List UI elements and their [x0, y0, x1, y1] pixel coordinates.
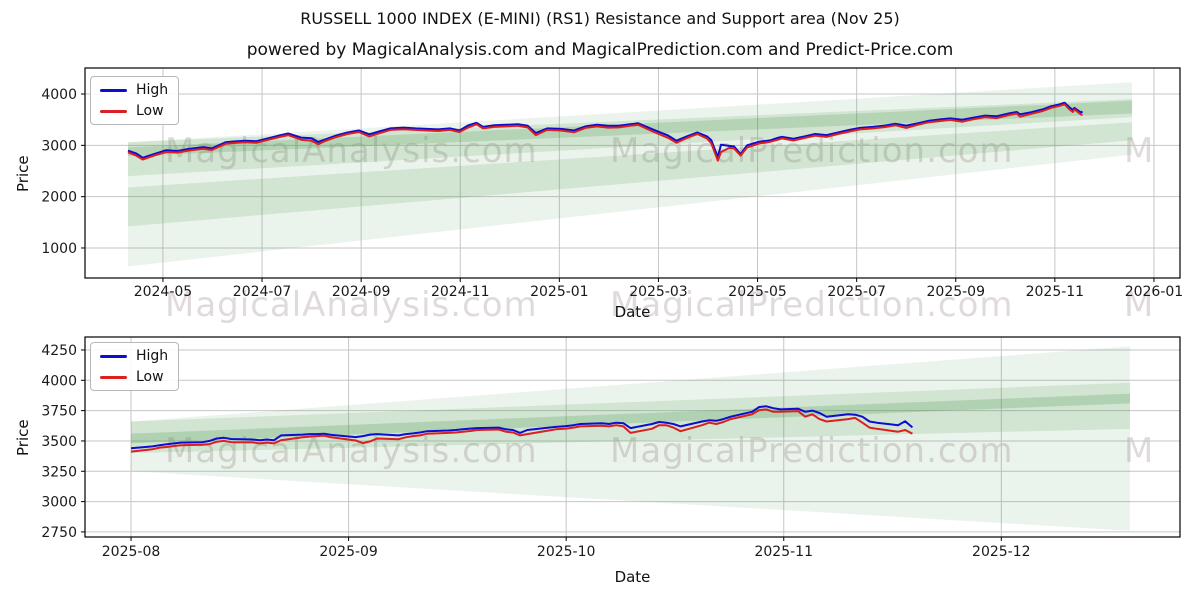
high-line [130, 405, 914, 450]
y-tick-label: 4000 [41, 373, 77, 389]
x-tick-label: 2025-08 [102, 544, 161, 560]
legend-top-chart: High Low [90, 76, 180, 125]
y-tick-label: 3750 [41, 404, 77, 420]
x-tick-label: 2024-07 [233, 284, 292, 300]
legend-entry-high: High [100, 82, 168, 98]
y-tick-label: 2750 [41, 525, 77, 541]
legend-label-low: Low [136, 103, 164, 119]
x-axis-label-top: Date [614, 303, 651, 321]
high-line-swatch [100, 354, 127, 358]
legend-label-low: Low [136, 369, 164, 385]
y-axis-label-top: Price [14, 155, 32, 192]
plot-frame [84, 67, 1181, 279]
legend-entry-low: Low [100, 103, 168, 119]
x-tick-label: 2026-01 [1125, 284, 1184, 300]
plot-frame [84, 336, 1181, 538]
bottom-chart: 2025-08 2025-09 2025-10 2025-11 2025-12 2750 3… [41, 336, 1181, 560]
x-tick-label: 2025-09 [319, 544, 378, 560]
x-tick-label: 2025-11 [1026, 284, 1085, 300]
low-line [130, 408, 913, 453]
support-resistance-band [128, 99, 1133, 177]
y-tick-label: 3500 [41, 434, 77, 450]
legend-entry-high: High [100, 348, 168, 364]
x-tick-label: 2025-12 [972, 544, 1031, 560]
y-tick-label: 4250 [41, 343, 77, 359]
y-axis-label-bottom: Price [14, 419, 32, 456]
x-tick-label: 2025-01 [530, 284, 589, 300]
support-resistance-band [128, 100, 1133, 157]
high-line [127, 101, 1084, 159]
low-line-swatch [100, 375, 127, 379]
support-resistance-band [131, 393, 1130, 444]
x-tick-label: 2025-09 [927, 284, 986, 300]
legend-label-high: High [136, 82, 169, 98]
y-tick-label: 3250 [41, 464, 77, 480]
y-tick-label: 3000 [41, 495, 77, 511]
low-line [127, 103, 1083, 162]
x-axis-label-bottom: Date [614, 568, 651, 586]
x-tick-label: 2025-10 [537, 544, 596, 560]
legend-label-high: High [136, 348, 169, 364]
top-chart: 2024-05 2024-07 2024-09 2024-11 2025-01 2025-… [41, 67, 1184, 300]
support-resistance-band [131, 346, 1130, 531]
x-tick-label: 2024-11 [431, 284, 490, 300]
support-resistance-band [128, 122, 1133, 227]
x-tick-label: 2024-05 [134, 284, 193, 300]
support-resistance-band [131, 382, 1130, 454]
x-tick-label: 2025-07 [827, 284, 886, 300]
high-line-swatch [100, 88, 127, 92]
x-tick-label: 2025-11 [754, 544, 813, 560]
page-subtitle: powered by MagicalAnalysis.com and Magic… [246, 40, 954, 60]
x-tick-label: 2024-09 [332, 284, 391, 300]
legend-entry-low: Low [100, 369, 168, 385]
y-tick-label: 4000 [41, 87, 77, 103]
low-line-swatch [100, 109, 127, 113]
x-tick-label: 2025-03 [629, 284, 688, 300]
x-tick-label: 2025-05 [728, 284, 787, 300]
legend-bottom-chart: High Low [90, 342, 180, 391]
y-tick-label: 1000 [41, 241, 77, 257]
page-title: RUSSELL 1000 INDEX (E-MINI) (RS1) Resist… [300, 9, 900, 28]
y-tick-label: 3000 [41, 138, 77, 154]
y-tick-label: 2000 [41, 190, 77, 206]
